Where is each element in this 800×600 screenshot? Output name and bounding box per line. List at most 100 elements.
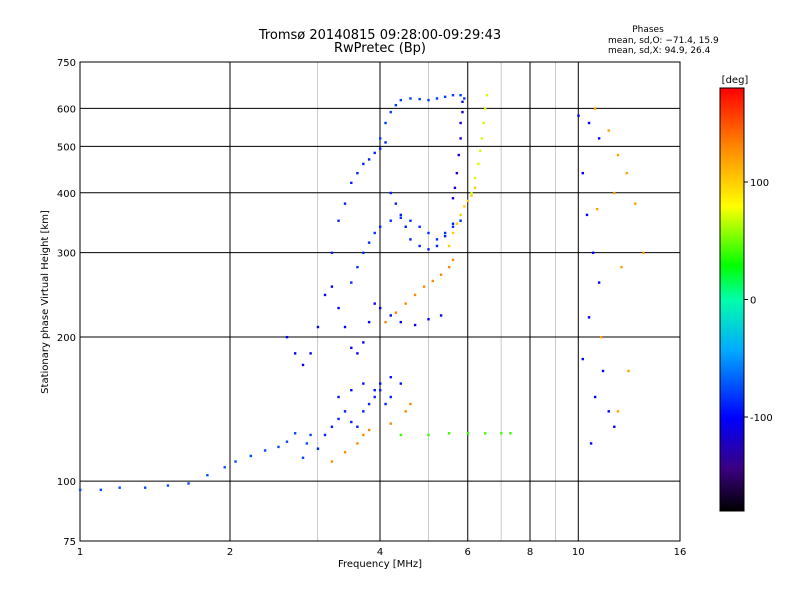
x-tick-label: 6 xyxy=(465,547,471,558)
data-point xyxy=(118,486,121,489)
data-point xyxy=(466,199,470,203)
data-point xyxy=(350,181,353,185)
data-point xyxy=(373,151,376,155)
x-tick-label: 4 xyxy=(377,547,383,558)
stats-x: mean, sd,X: 94.9, 26.4 xyxy=(608,46,711,56)
data-point xyxy=(620,265,623,269)
data-point xyxy=(479,149,482,152)
data-point xyxy=(367,158,371,161)
data-point xyxy=(384,402,387,406)
data-point xyxy=(634,202,637,205)
data-point xyxy=(399,213,403,217)
data-point xyxy=(427,231,430,235)
data-point xyxy=(330,285,334,288)
data-point xyxy=(500,432,503,435)
data-point xyxy=(337,306,340,310)
data-point xyxy=(409,97,412,100)
data-point xyxy=(422,285,426,288)
data-point xyxy=(187,482,190,485)
data-point xyxy=(418,225,421,228)
data-point xyxy=(362,162,365,166)
x-tick-label: 8 xyxy=(527,547,533,558)
data-point xyxy=(389,375,392,379)
data-point xyxy=(373,302,376,305)
data-point xyxy=(427,98,430,102)
data-point xyxy=(427,248,430,251)
data-point xyxy=(373,388,376,392)
data-point xyxy=(394,103,398,107)
data-point xyxy=(350,388,353,392)
data-point xyxy=(589,442,593,445)
data-point xyxy=(399,382,403,385)
data-point xyxy=(379,225,382,228)
data-point xyxy=(367,428,371,432)
data-point xyxy=(613,425,616,428)
data-point xyxy=(435,238,439,241)
stats-title: Phases xyxy=(632,25,664,35)
data-point xyxy=(316,447,320,450)
colorbar-tick-label: 100 xyxy=(750,178,769,189)
data-point xyxy=(399,433,403,437)
chart-subtitle: RwPretec (Bp) xyxy=(334,41,426,56)
data-point xyxy=(373,395,376,399)
y-tick-label: 100 xyxy=(57,477,76,488)
data-point xyxy=(484,107,487,110)
data-point xyxy=(443,95,447,99)
data-point xyxy=(356,352,359,355)
data-point xyxy=(166,484,170,487)
data-points xyxy=(79,93,645,492)
data-point xyxy=(309,433,312,437)
data-point xyxy=(404,410,407,413)
data-point xyxy=(330,425,334,428)
data-point xyxy=(581,357,584,361)
data-point xyxy=(451,258,455,262)
data-point xyxy=(343,325,347,329)
data-point xyxy=(482,121,485,125)
data-point xyxy=(470,191,473,195)
data-point xyxy=(399,98,403,102)
data-point xyxy=(409,402,412,406)
data-point xyxy=(337,395,340,399)
data-point xyxy=(389,219,392,222)
data-point xyxy=(330,251,334,255)
data-point xyxy=(323,293,327,297)
data-point xyxy=(293,432,297,435)
data-point xyxy=(451,222,455,225)
data-point xyxy=(473,186,477,190)
colorbar-label: [deg] xyxy=(722,75,749,86)
data-point xyxy=(343,410,347,413)
y-tick-label: 400 xyxy=(57,189,76,200)
stats-o: mean, sd,O: −71.4, 15.9 xyxy=(608,36,719,46)
data-point xyxy=(581,171,584,175)
data-point xyxy=(373,231,376,235)
colorbar-ticks: 100 0 -100 xyxy=(744,178,773,424)
data-point xyxy=(404,225,407,228)
data-point xyxy=(413,293,417,297)
data-point xyxy=(509,432,512,435)
data-point xyxy=(599,335,603,339)
x-tick-label: 2 xyxy=(227,547,233,558)
data-point xyxy=(418,244,421,248)
data-point xyxy=(350,346,353,350)
data-point xyxy=(457,153,460,157)
data-point xyxy=(597,281,601,284)
data-point xyxy=(607,410,610,413)
data-point xyxy=(309,352,312,355)
data-point xyxy=(384,141,387,144)
data-point xyxy=(234,460,237,463)
data-point xyxy=(593,395,597,399)
data-point xyxy=(587,121,591,125)
data-point xyxy=(627,369,630,373)
data-point xyxy=(285,335,289,339)
data-point xyxy=(384,121,387,125)
data-point xyxy=(587,316,591,319)
axis-ticks: 1 2 4 6 8 10 16 75 100 200 300 400 500 600 750 xyxy=(57,58,686,558)
data-point xyxy=(367,241,371,244)
data-point xyxy=(384,320,387,324)
data-point xyxy=(455,222,459,225)
data-point xyxy=(379,382,382,385)
data-point xyxy=(316,325,320,329)
data-point xyxy=(356,265,359,269)
data-point xyxy=(399,216,403,219)
data-point xyxy=(451,197,455,200)
